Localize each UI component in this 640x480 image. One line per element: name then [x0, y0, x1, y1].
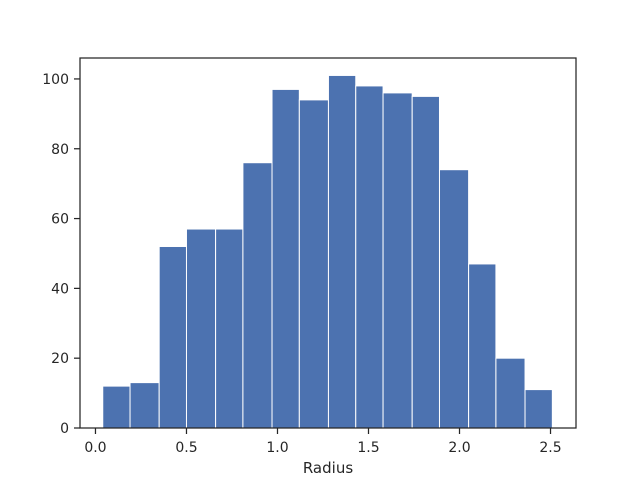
x-tick-label: 2.0	[448, 440, 470, 456]
histogram-bar	[524, 389, 553, 429]
histogram-bar	[355, 85, 384, 429]
x-axis-ticks: 0.0 0.5 1.0 1.5 2.0 2.5	[84, 428, 562, 456]
histogram-bars	[102, 74, 553, 429]
histogram-bar	[382, 92, 413, 429]
histogram-bar	[271, 88, 300, 429]
histogram-bar	[158, 245, 187, 429]
histogram-bar	[327, 74, 357, 429]
y-tick-label: 20	[51, 351, 69, 367]
histogram-bar	[411, 95, 440, 429]
histogram-bar	[102, 385, 131, 429]
x-tick-label: 0.5	[175, 440, 197, 456]
histogram-bar	[468, 263, 497, 429]
y-tick-label: 40	[51, 281, 69, 297]
histogram-bar	[215, 228, 244, 429]
x-tick-label: 1.5	[357, 440, 379, 456]
y-tick-label: 80	[51, 142, 69, 158]
y-axis-ticks: 0 20 40 60 80 100	[42, 72, 80, 437]
histogram-bar	[242, 162, 273, 429]
histogram-bar	[495, 357, 526, 429]
histogram-bar	[129, 382, 160, 429]
y-tick-label: 0	[60, 421, 69, 437]
plot-frame	[79, 57, 577, 429]
histogram-bar	[185, 228, 217, 429]
histogram-bar	[298, 99, 329, 429]
x-axis-label: Radius	[303, 459, 353, 477]
y-tick-label: 100	[42, 72, 69, 88]
y-tick-label: 60	[51, 212, 69, 228]
histogram-bar	[438, 169, 470, 429]
x-tick-label: 2.5	[539, 440, 561, 456]
x-tick-label: 1.0	[266, 440, 288, 456]
x-tick-label: 0.0	[84, 440, 106, 456]
